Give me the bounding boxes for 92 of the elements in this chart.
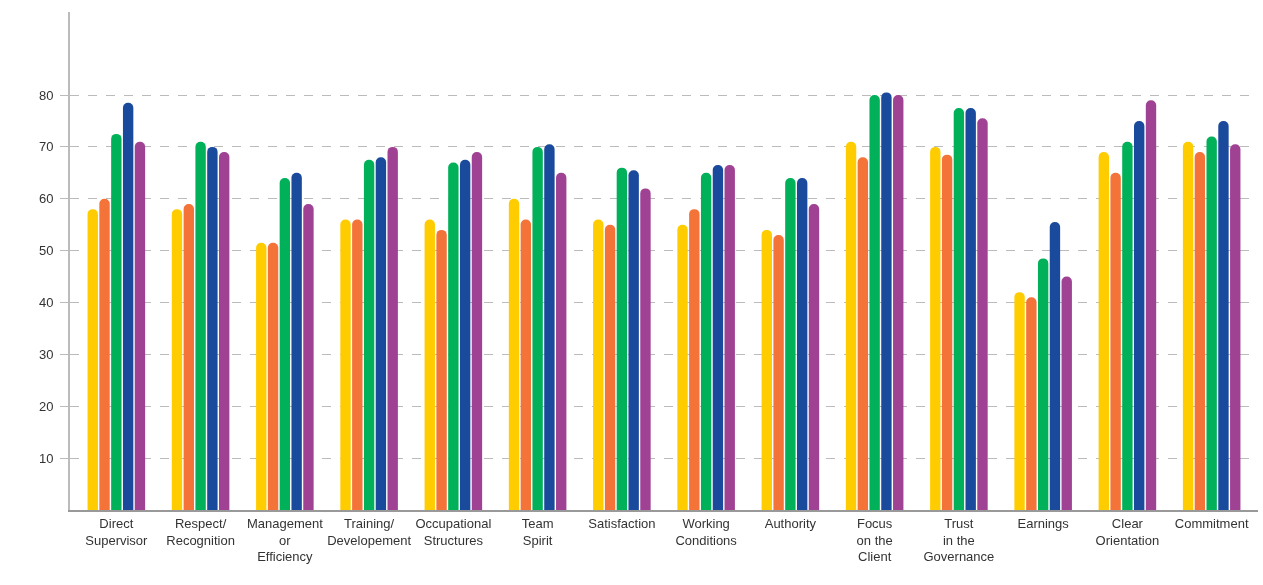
bar: [1122, 141, 1133, 510]
bar: [977, 118, 988, 510]
bar: [279, 178, 291, 510]
bar: [640, 188, 651, 510]
bar: [869, 95, 880, 510]
bar: [677, 224, 688, 510]
bar: [436, 229, 447, 510]
bar: [893, 95, 904, 510]
bar: [448, 162, 459, 510]
x-tick-label: Trust in the Governance: [923, 515, 995, 565]
bar: [471, 152, 483, 510]
bar: [459, 159, 471, 510]
bar: [195, 141, 206, 510]
bar: [267, 242, 279, 510]
x-tick-label: Respect/ Recognition: [166, 515, 235, 548]
bar: [965, 107, 976, 510]
bar: [219, 152, 230, 510]
bar: [593, 219, 604, 510]
y-tick-label: 20: [38, 398, 54, 414]
bar: [796, 178, 808, 510]
bar: [761, 229, 772, 510]
x-tick-label: Satisfaction: [588, 515, 656, 531]
bar: [808, 203, 820, 510]
bar: [256, 242, 267, 510]
y-tick-label: 10: [38, 450, 54, 466]
x-tick-label: Clear Orientation: [1095, 515, 1160, 548]
bar: [1061, 276, 1072, 510]
bar: [508, 198, 520, 510]
x-tick-label: Focus on the Client: [856, 515, 893, 565]
bar: [785, 178, 796, 510]
bar: [773, 235, 784, 510]
bar: [424, 219, 435, 510]
bar: [352, 219, 363, 510]
bar: [375, 157, 387, 510]
bar: [712, 165, 724, 510]
bar: [1182, 141, 1194, 510]
bar: [134, 141, 146, 510]
bar: [1014, 292, 1025, 510]
bar: [1230, 144, 1241, 510]
y-tick-label: 30: [38, 346, 54, 362]
bar: [604, 224, 616, 510]
bar: [857, 157, 869, 510]
bar: [881, 92, 892, 510]
x-tick-label: Direct Supervisor: [85, 515, 149, 548]
bar: [303, 203, 314, 510]
bar: [87, 209, 98, 510]
bar: [122, 102, 134, 510]
x-tick-label: Earnings: [1017, 515, 1070, 531]
bar: [1134, 120, 1145, 510]
bar: [1218, 120, 1229, 510]
bar: [724, 165, 735, 510]
y-tick-label: 80: [38, 87, 54, 103]
bar: [340, 219, 351, 510]
bar: [520, 219, 532, 510]
bar: [628, 170, 639, 510]
x-tick-label: Training/ Developement: [327, 515, 412, 548]
bar: [544, 144, 555, 510]
bar: [363, 159, 375, 510]
y-tick-label: 60: [38, 191, 54, 207]
bar: [941, 154, 953, 510]
bar: [183, 203, 194, 510]
x-tick-label: Team Spirit: [521, 515, 554, 548]
bar: [616, 167, 628, 510]
bar: [171, 209, 183, 510]
bar: [99, 198, 110, 510]
bar: [1206, 136, 1217, 510]
bar: [556, 172, 567, 510]
x-tick-label: Commitment: [1174, 515, 1249, 531]
bar: [207, 146, 218, 510]
x-tick-label: Occupational Structures: [415, 515, 492, 548]
x-tick-label: Authority: [764, 515, 817, 531]
bar: [689, 209, 700, 510]
y-tick-label: 70: [38, 139, 54, 155]
x-tick-label: Management or Efficiency: [246, 515, 324, 565]
bar: [111, 133, 122, 510]
bar: [1194, 152, 1206, 510]
bar: [1098, 152, 1109, 510]
bar: [1145, 100, 1157, 510]
bar: [1049, 222, 1061, 510]
bar: [532, 146, 543, 510]
bar: [291, 172, 302, 510]
y-tick-label: 40: [38, 295, 54, 311]
bar: [930, 146, 941, 510]
bar: [700, 172, 712, 510]
x-tick-label: Working Conditions: [675, 515, 738, 548]
bar: [387, 146, 398, 510]
bar: [845, 141, 857, 510]
bar: [1110, 172, 1121, 510]
bar: [953, 107, 965, 510]
bar: [1037, 258, 1049, 510]
bar: [1026, 297, 1037, 510]
y-tick-label: 50: [38, 243, 54, 259]
